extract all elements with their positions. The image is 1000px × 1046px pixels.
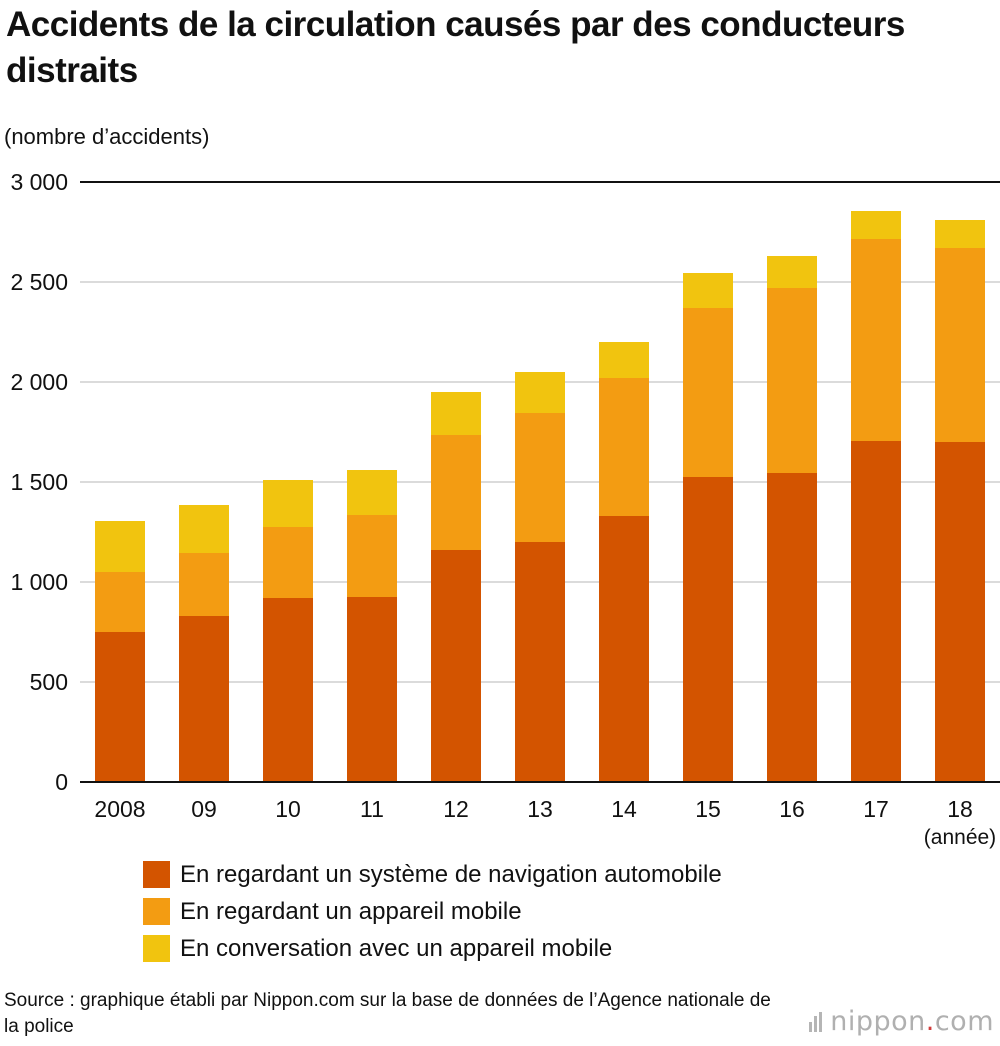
- y-tick-label: 0: [55, 769, 68, 795]
- bar-segment: [95, 632, 145, 782]
- chart-title: Accidents de la circulation causés par d…: [6, 5, 905, 90]
- y-tick-label: 1 500: [10, 469, 68, 495]
- x-tick-label: 10: [275, 796, 301, 822]
- bar-segment: [515, 372, 565, 413]
- legend-swatch: [143, 861, 170, 888]
- x-tick-label: 18: [947, 796, 973, 822]
- bar-segment: [179, 553, 229, 616]
- bar-segment: [683, 308, 733, 477]
- x-unit-label: (année): [924, 826, 996, 849]
- bar-segment: [683, 273, 733, 308]
- bar-segment: [263, 527, 313, 598]
- x-tick-label: 13: [527, 796, 553, 822]
- brand-logo: nippon.com: [809, 1006, 994, 1037]
- chart-area: 0 500 1 000 1 500 2 000 2 500 3 000 2008 09 10 11 1…: [10, 169, 1000, 849]
- source-note: Source : graphique établi par Nippon.com…: [4, 990, 771, 1037]
- bar-segment: [935, 220, 985, 248]
- bar-segment: [95, 521, 145, 572]
- bar-segment: [767, 288, 817, 473]
- bar-segment: [263, 480, 313, 527]
- bar-segment: [347, 597, 397, 782]
- bar-segment: [767, 473, 817, 782]
- brand-bars-icon: [809, 1011, 824, 1032]
- legend-item: En regardant un système de navigation au…: [143, 856, 722, 893]
- x-tick-label: 11: [360, 796, 384, 822]
- y-axis-label: (nombre d’accidents): [4, 124, 210, 149]
- bar-segment: [935, 442, 985, 782]
- bar-segment: [347, 515, 397, 597]
- x-tick-label: 17: [863, 796, 889, 822]
- bar-segment: [347, 470, 397, 515]
- y-tick-label: 500: [30, 669, 68, 695]
- y-tick-label: 2 000: [10, 369, 68, 395]
- bar-segment: [263, 598, 313, 782]
- legend-label: En regardant un système de navigation au…: [180, 860, 722, 888]
- x-tick-label: 14: [611, 796, 637, 822]
- y-tick-label: 2 500: [10, 269, 68, 295]
- bar-segment: [599, 378, 649, 516]
- bar-segment: [515, 542, 565, 782]
- bar-segment: [851, 211, 901, 239]
- x-tick-label: 12: [443, 796, 469, 822]
- x-tick-label: 15: [695, 796, 721, 822]
- bar-segment: [599, 516, 649, 782]
- y-tick-label: 1 000: [10, 569, 68, 595]
- bar-segment: [767, 256, 817, 288]
- bar-segment: [599, 342, 649, 378]
- bar-segment: [431, 550, 481, 782]
- bar-segment: [95, 572, 145, 632]
- legend-label: En conversation avec un appareil mobile: [180, 934, 613, 962]
- y-tick-label: 3 000: [10, 169, 68, 195]
- legend-item: En conversation avec un appareil mobile: [143, 930, 722, 967]
- bar-segment: [179, 616, 229, 782]
- legend-label: En regardant un appareil mobile: [180, 897, 522, 925]
- bar-segment: [935, 248, 985, 442]
- bar-segment: [431, 392, 481, 435]
- legend-swatch: [143, 935, 170, 962]
- bar-segment: [515, 413, 565, 542]
- x-tick-label: 16: [779, 796, 805, 822]
- legend-swatch: [143, 898, 170, 925]
- x-tick-label: 09: [191, 796, 217, 822]
- legend-item: En regardant un appareil mobile: [143, 893, 722, 930]
- bar-segment: [851, 441, 901, 782]
- bar-segment: [431, 435, 481, 550]
- bar-segment: [179, 505, 229, 553]
- x-tick-label: 2008: [94, 796, 145, 822]
- bar-segment: [851, 239, 901, 441]
- bar-segment: [683, 477, 733, 782]
- legend: En regardant un système de navigation au…: [143, 856, 722, 967]
